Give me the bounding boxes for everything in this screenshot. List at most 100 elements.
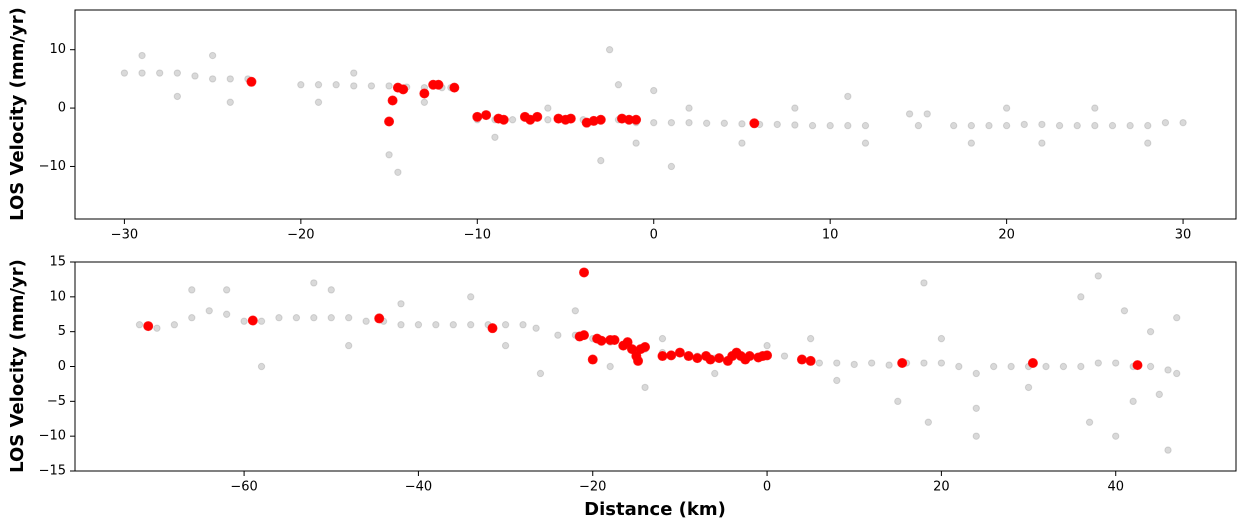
scatter-point <box>1091 104 1099 112</box>
scatter-point <box>275 314 283 322</box>
scatter-point <box>138 51 146 60</box>
scatter-point <box>1108 121 1117 130</box>
scatter-point <box>1179 118 1187 127</box>
scatter-point <box>920 359 928 367</box>
scatter-point <box>850 360 858 369</box>
scatter-point <box>344 314 353 322</box>
scatter-point <box>1077 293 1085 301</box>
scatter-point <box>173 69 182 77</box>
highlight-point <box>472 111 483 122</box>
scatter-point <box>773 120 781 129</box>
highlight-point <box>246 76 257 87</box>
scatter-point <box>138 69 146 77</box>
highlight-point <box>487 323 498 334</box>
scatter-point <box>310 279 318 287</box>
highlight-point <box>705 354 716 365</box>
highlight-point <box>897 358 908 369</box>
scatter-point <box>923 110 931 118</box>
highlight-point <box>631 114 642 125</box>
highlight-point <box>398 84 409 95</box>
scatter-point <box>791 121 799 129</box>
scatter-point <box>240 317 248 325</box>
scatter-point <box>1073 121 1081 130</box>
scatter-point <box>955 362 963 371</box>
scatter-point <box>1146 327 1155 336</box>
scatter-point <box>1173 369 1181 378</box>
highlight-point <box>674 347 685 358</box>
x-tick-label: 0 <box>763 480 771 495</box>
x-tick-label: −30 <box>111 228 138 243</box>
scatter-point <box>949 121 958 130</box>
scatter-point <box>385 82 393 90</box>
scatter-point <box>297 81 305 89</box>
scatter-point <box>780 352 789 360</box>
highlight-point <box>532 111 543 122</box>
scatter-point <box>972 404 980 412</box>
scatter-point <box>1155 390 1163 399</box>
x-tick-label: −60 <box>230 480 257 495</box>
scatter-point <box>1020 120 1028 129</box>
highlight-point <box>640 341 651 352</box>
scatter-point <box>844 121 852 130</box>
scatter-point <box>536 369 545 378</box>
scatter-point <box>257 317 266 325</box>
scatter-point <box>650 86 658 95</box>
y-axis-label: LOS Velocity (mm/yr) <box>7 259 28 473</box>
scatter-point <box>711 369 719 378</box>
scatter-point <box>519 321 527 329</box>
scatter-point <box>924 418 933 426</box>
scatter-point <box>414 321 423 329</box>
scatter-point <box>894 397 902 406</box>
highlight-point <box>247 315 258 326</box>
scatter-point <box>257 362 266 371</box>
scatter-point <box>153 324 161 332</box>
scatter-point <box>449 321 457 329</box>
scatter-point <box>738 120 746 128</box>
highlight-point <box>587 354 598 365</box>
scatter-point <box>491 133 499 141</box>
highlight-point <box>387 95 398 106</box>
scatter-point <box>1129 397 1137 406</box>
x-tick-label: −20 <box>287 228 314 243</box>
scatter-point <box>885 361 893 369</box>
y-tick-label: 0 <box>58 101 66 116</box>
scatter-point <box>120 69 129 77</box>
scatter-point <box>226 75 234 83</box>
x-axis-label: Distance (km) <box>584 499 726 520</box>
highlight-point <box>744 351 755 362</box>
scatter-point <box>467 293 475 301</box>
highlight-point <box>595 114 606 125</box>
scatter-point <box>989 362 998 371</box>
scatter-point <box>544 104 552 112</box>
y-tick-label: −10 <box>39 159 66 174</box>
scatter-point <box>685 104 693 112</box>
scatter-point <box>826 121 834 130</box>
scatter-point <box>501 321 510 329</box>
scatter-point <box>808 121 817 130</box>
highlight-point <box>633 355 644 366</box>
scatter-point <box>397 321 405 329</box>
scatter-point <box>632 139 640 147</box>
scatter-point <box>650 118 658 127</box>
scatter-point <box>467 321 475 329</box>
scatter-point <box>667 118 676 127</box>
scatter-point <box>1007 362 1015 371</box>
x-tick-label: 30 <box>1175 228 1192 243</box>
scatter-point <box>1173 314 1181 322</box>
scatter-point <box>641 383 649 392</box>
scatter-point <box>606 362 614 371</box>
x-tick-label: −40 <box>405 480 432 495</box>
scatter-point <box>815 359 824 367</box>
highlight-point <box>683 351 694 362</box>
highlight-point <box>433 79 444 90</box>
scatter-point <box>1126 121 1134 130</box>
scatter-point <box>208 51 217 60</box>
scatter-point <box>1042 362 1050 371</box>
scatter-point <box>861 121 870 130</box>
x-tick-label: 0 <box>650 228 658 243</box>
scatter-point <box>967 139 976 147</box>
highlight-point <box>692 353 703 364</box>
scatter-point <box>571 307 580 315</box>
